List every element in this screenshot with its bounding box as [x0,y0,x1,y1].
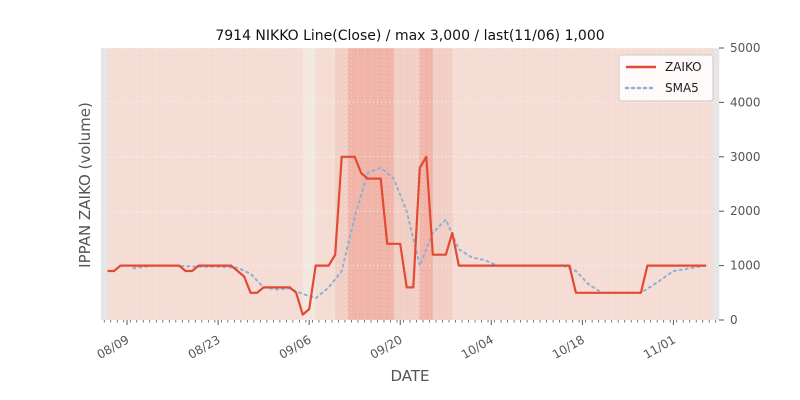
x-tick-label: 09/06 [277,332,314,361]
x-tick-label: 11/01 [641,332,678,361]
chart-title: 7914 NIKKO Line(Close) / max 3,000 / las… [215,28,604,44]
y-tick-label: 3000 [730,150,761,164]
y-tick-label: 1000 [730,259,761,273]
y-axis: 0 1000 2000 3000 4000 5000 [719,41,761,327]
y-tick-label: 4000 [730,95,761,109]
y-tick-label: 0 [730,313,738,327]
x-tick-label: 09/20 [368,332,405,361]
x-tick-label: 08/09 [95,332,132,361]
legend-zaiko-label: ZAIKO [665,60,702,74]
zaiko-series-line [107,155,706,316]
y-tick-label: 5000 [730,41,761,55]
sma5-series-line [132,166,707,300]
y-axis-label: IPPAN ZAIKO (volume) [76,102,94,268]
x-axis: 08/09 08/23 09/06 09/20 10/04 10/18 11/01 [95,320,717,362]
legend: ZAIKO SMA5 [618,54,714,102]
y-tick-label: 2000 [730,204,761,218]
x-tick-label: 10/04 [459,332,496,361]
x-tick-label: 08/23 [186,332,223,361]
legend-sma5-label: SMA5 [665,81,699,95]
grid-lines [101,47,719,321]
x-axis-label: DATE [390,367,429,385]
x-tick-label: 10/18 [550,332,587,361]
series-layer [107,155,707,316]
